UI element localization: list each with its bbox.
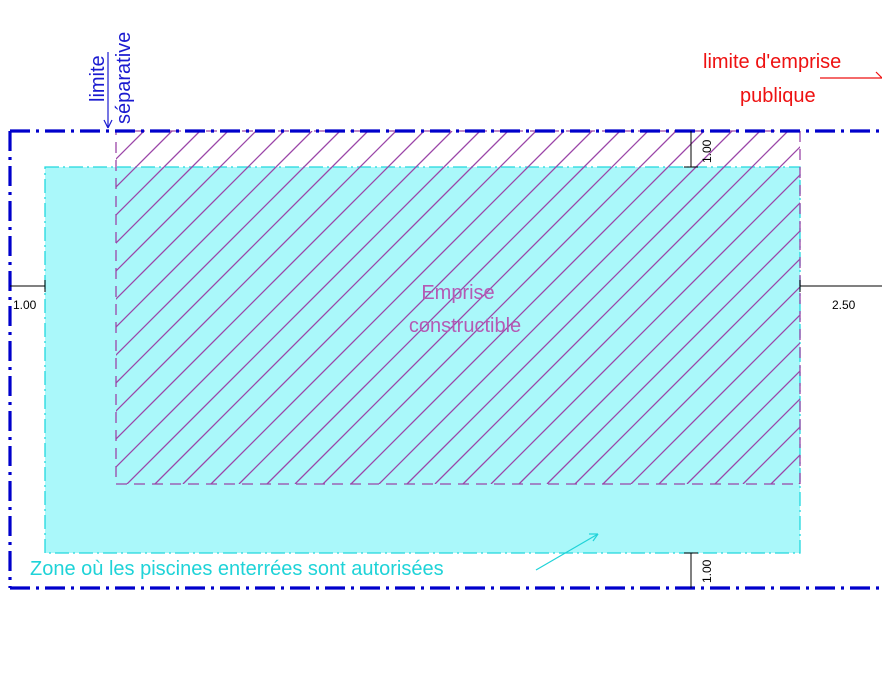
limite-separative-label-line1: limite: [87, 55, 109, 102]
limite-separative-label-line2: séparative: [113, 32, 135, 124]
buildable-area-hatch: [116, 131, 800, 484]
hatch-line: [154, 131, 509, 484]
hatch-line: [490, 174, 800, 484]
hatch-line: [238, 131, 593, 484]
hatch-line: [406, 131, 761, 484]
hatch-line: [462, 146, 800, 484]
hatch-line: [116, 131, 229, 244]
pool-zone-area: [44, 166, 801, 554]
hatch-line: [210, 131, 565, 484]
hatch-line: [116, 131, 313, 328]
dimension-right-label: 2.50: [832, 298, 856, 312]
hatch-line: [518, 202, 800, 484]
hatch-line: [658, 342, 800, 484]
hatch-line: [116, 131, 285, 300]
hatch-line: [686, 370, 800, 484]
hatch-line: [546, 230, 800, 484]
hatch-line: [116, 131, 397, 412]
hatch-line: [378, 131, 733, 484]
hatch-line: [630, 314, 800, 484]
dimension-bottom: [684, 552, 698, 588]
emprise-label-line2: constructible: [409, 315, 521, 337]
dimension-bottom-label: 1.00: [700, 559, 714, 583]
emprise-label-line1: Emprise: [421, 282, 494, 304]
hatch-line: [266, 131, 621, 484]
limite-emprise-arrow: [820, 71, 882, 79]
hatch-line: [116, 131, 201, 216]
pool-zone-label: Zone où les piscines enterrées sont auto…: [30, 558, 444, 580]
hatch-line: [116, 131, 369, 384]
limite-emprise-label-line2: publique: [740, 85, 816, 107]
pool-zone-leader: [535, 533, 599, 571]
hatch-line: [322, 131, 677, 484]
limite-separative-arrow: [103, 52, 113, 129]
dimension-left-label: 1.00: [13, 298, 37, 312]
hatch-line: [294, 131, 649, 484]
dimension-top: [684, 131, 698, 168]
dimension-top-label: 1.00: [700, 139, 714, 163]
hatch-line: [350, 131, 705, 484]
hatch-line: [434, 131, 789, 484]
hatch-line: [116, 131, 453, 468]
hatch-line: [574, 258, 800, 484]
property-boundary: [8, 129, 882, 590]
hatch-line: [602, 286, 800, 484]
dimension-right: [799, 280, 882, 292]
hatch-line: [126, 131, 481, 484]
limite-emprise-label-line1: limite d'emprise: [703, 51, 841, 73]
hatch-line: [116, 131, 341, 356]
dimension-left: [10, 280, 46, 292]
hatch-line: [116, 131, 257, 272]
hatch-line: [116, 131, 425, 440]
hatch-line: [714, 398, 800, 484]
hatch-line: [182, 131, 537, 484]
